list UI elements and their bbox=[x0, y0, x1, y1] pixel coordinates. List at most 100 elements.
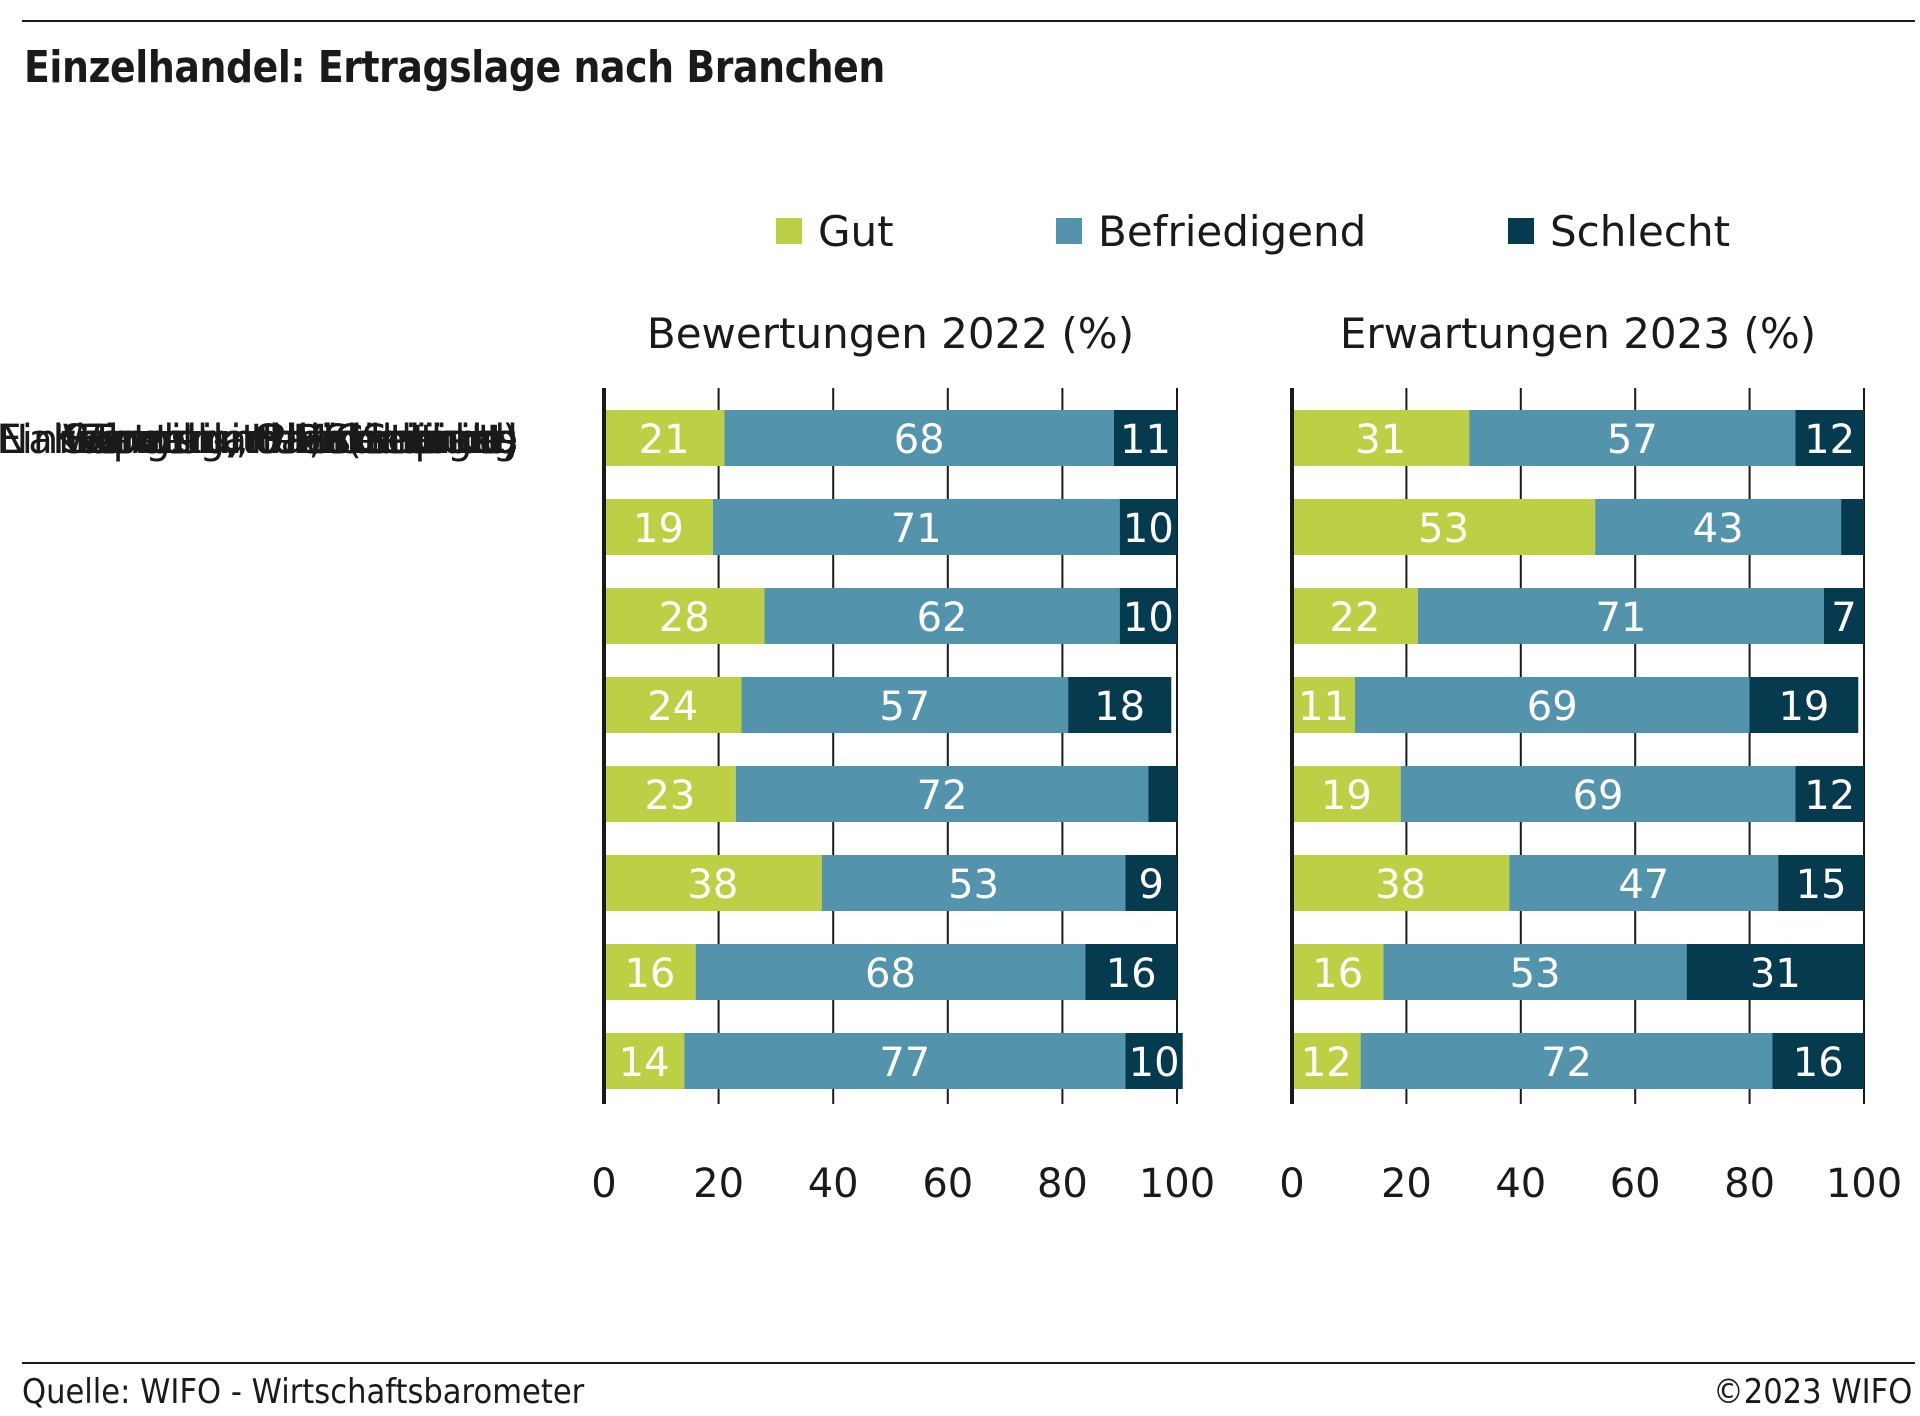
x-tick-label-0-1: 20 bbox=[693, 1161, 744, 1207]
bar-0-schlecht-4 bbox=[1148, 766, 1177, 822]
bar-1-gut-1 bbox=[1292, 499, 1596, 555]
bar-1-gut-0 bbox=[1292, 410, 1470, 466]
bar-1-schlecht-7 bbox=[1772, 1033, 1864, 1089]
data-label-1-schlecht-3: 19 bbox=[1778, 684, 1829, 730]
bar-1-schlecht-4 bbox=[1795, 766, 1864, 822]
data-label-1-schlecht-2: 7 bbox=[1831, 595, 1856, 641]
bar-0-befriedigend-1 bbox=[712, 499, 1120, 555]
bar-1-schlecht-0 bbox=[1795, 410, 1864, 466]
bar-0-schlecht-0 bbox=[1113, 410, 1177, 466]
footer-copyright: ©2023 WIFO bbox=[1712, 1372, 1912, 1412]
top-rule bbox=[22, 20, 1915, 22]
panel-title-1: Erwartungen 2023 (%) bbox=[1340, 309, 1816, 358]
bar-1-schlecht-3 bbox=[1749, 677, 1859, 733]
data-label-1-befriedigend-6: 53 bbox=[1510, 951, 1561, 997]
category-label-nahrungsmittel-getränke: Nahrungsmittel, Getränke bbox=[0, 417, 518, 463]
data-label-1-schlecht-4: 12 bbox=[1804, 773, 1855, 819]
data-label-0-gut-1: 19 bbox=[633, 506, 684, 552]
bar-1-befriedigend-1 bbox=[1595, 499, 1842, 555]
x-tick-label-0-2: 40 bbox=[808, 1161, 859, 1207]
legend-label-schlecht: Schlecht bbox=[1550, 207, 1730, 256]
data-label-1-befriedigend-4: 69 bbox=[1573, 773, 1624, 819]
bar-1-gut-2 bbox=[1292, 588, 1418, 644]
category-label-wander-onlinehandel: Wander-, Onlinehandel bbox=[62, 417, 518, 463]
data-label-0-befriedigend-6: 68 bbox=[865, 951, 916, 997]
data-label-1-gut-2: 22 bbox=[1329, 595, 1380, 641]
category-label-einrichtung-haushaltsart: Einrichtung, Haushaltsart. bbox=[0, 417, 518, 463]
legend-swatch-befriedigend bbox=[1056, 218, 1082, 244]
footer-source: Quelle: WIFO - Wirtschaftsbarometer bbox=[22, 1372, 585, 1412]
bar-0-gut-3 bbox=[604, 677, 742, 733]
x-tick-label-0-4: 80 bbox=[1037, 1161, 1088, 1207]
bar-0-gut-5 bbox=[604, 855, 822, 911]
data-label-0-schlecht-0: 11 bbox=[1120, 417, 1171, 463]
bar-1-befriedigend-0 bbox=[1469, 410, 1796, 466]
data-label-1-schlecht-5: 15 bbox=[1796, 862, 1847, 908]
category-label-super-und-minimärkte: Super- und Minimärkte bbox=[62, 417, 518, 463]
category-label-sonstiges: Sonstiges bbox=[324, 417, 518, 463]
bar-0-schlecht-7 bbox=[1125, 1033, 1183, 1089]
bar-1-befriedigend-6 bbox=[1383, 944, 1687, 1000]
bar-1-schlecht-2 bbox=[1823, 588, 1864, 644]
data-label-0-schlecht-1: 10 bbox=[1123, 506, 1174, 552]
x-tick-label-1-1: 20 bbox=[1381, 1161, 1432, 1207]
data-label-1-befriedigend-0: 57 bbox=[1607, 417, 1658, 463]
data-label-1-schlecht-0: 12 bbox=[1804, 417, 1855, 463]
bar-0-befriedigend-4 bbox=[735, 766, 1149, 822]
chart-canvas: Gut Befriedigend Schlecht Einzelhandel (Sch… bbox=[0, 207, 1902, 1207]
bar-0-schlecht-6 bbox=[1085, 944, 1177, 1000]
data-label-1-schlecht-7: 16 bbox=[1793, 1040, 1844, 1086]
data-label-0-schlecht-2: 10 bbox=[1123, 595, 1174, 641]
data-label-1-befriedigend-2: 71 bbox=[1595, 595, 1646, 641]
category-label-textil-und-bekleidung: Textil und Bekleidung bbox=[89, 417, 518, 463]
bar-0-gut-1 bbox=[604, 499, 713, 555]
bar-1-schlecht-5 bbox=[1778, 855, 1864, 911]
bar-1-gut-4 bbox=[1292, 766, 1401, 822]
data-label-1-gut-6: 16 bbox=[1312, 951, 1363, 997]
data-label-1-befriedigend-5: 47 bbox=[1618, 862, 1669, 908]
x-tick-label-1-2: 40 bbox=[1495, 1161, 1546, 1207]
bar-1-befriedigend-4 bbox=[1400, 766, 1796, 822]
data-label-1-befriedigend-1: 43 bbox=[1693, 506, 1744, 552]
legend-swatch-gut bbox=[776, 218, 802, 244]
bar-0-befriedigend-7 bbox=[684, 1033, 1126, 1089]
category-label-kosmetik-pharmaprod: Kosmetik, Pharmaprod. bbox=[53, 417, 518, 463]
data-label-0-gut-4: 23 bbox=[644, 773, 695, 819]
data-label-0-gut-6: 16 bbox=[624, 951, 675, 997]
data-label-0-schlecht-3: 18 bbox=[1094, 684, 1145, 730]
x-tick-label-1-0: 0 bbox=[1279, 1161, 1304, 1207]
data-label-1-schlecht-6: 31 bbox=[1750, 951, 1801, 997]
bar-0-gut-7 bbox=[604, 1033, 685, 1089]
data-label-0-gut-0: 21 bbox=[639, 417, 690, 463]
bar-1-schlecht-6 bbox=[1686, 944, 1864, 1000]
data-label-0-befriedigend-7: 77 bbox=[879, 1040, 930, 1086]
bar-1-befriedigend-7 bbox=[1360, 1033, 1773, 1089]
panel-title-0: Bewertungen 2022 (%) bbox=[647, 309, 1134, 358]
bar-0-befriedigend-0 bbox=[724, 410, 1114, 466]
bar-0-befriedigend-3 bbox=[741, 677, 1069, 733]
data-label-1-befriedigend-7: 72 bbox=[1541, 1040, 1592, 1086]
bar-0-gut-4 bbox=[604, 766, 736, 822]
data-label-1-gut-7: 12 bbox=[1301, 1040, 1352, 1086]
bar-1-schlecht-1 bbox=[1841, 499, 1864, 555]
legend-label-befriedigend: Befriedigend bbox=[1098, 207, 1366, 256]
data-label-1-gut-4: 19 bbox=[1321, 773, 1372, 819]
bar-1-befriedigend-2 bbox=[1417, 588, 1824, 644]
x-tick-label-0-3: 60 bbox=[922, 1161, 973, 1207]
data-label-1-befriedigend-3: 69 bbox=[1527, 684, 1578, 730]
bar-0-gut-6 bbox=[604, 944, 696, 1000]
bar-0-schlecht-5 bbox=[1125, 855, 1177, 911]
bar-0-befriedigend-5 bbox=[821, 855, 1126, 911]
data-label-0-schlecht-7: 10 bbox=[1129, 1040, 1180, 1086]
bar-1-gut-6 bbox=[1292, 944, 1384, 1000]
data-label-0-schlecht-6: 16 bbox=[1106, 951, 1157, 997]
x-tick-label-1-3: 60 bbox=[1610, 1161, 1661, 1207]
data-label-0-schlecht-5: 9 bbox=[1138, 862, 1163, 908]
bar-0-befriedigend-6 bbox=[695, 944, 1086, 1000]
data-label-0-befriedigend-0: 68 bbox=[894, 417, 945, 463]
data-label-0-befriedigend-2: 62 bbox=[917, 595, 968, 641]
data-label-1-gut-1: 53 bbox=[1418, 506, 1469, 552]
bar-1-gut-5 bbox=[1292, 855, 1510, 911]
x-tick-label-0-0: 0 bbox=[591, 1161, 616, 1207]
data-label-0-befriedigend-3: 57 bbox=[879, 684, 930, 730]
